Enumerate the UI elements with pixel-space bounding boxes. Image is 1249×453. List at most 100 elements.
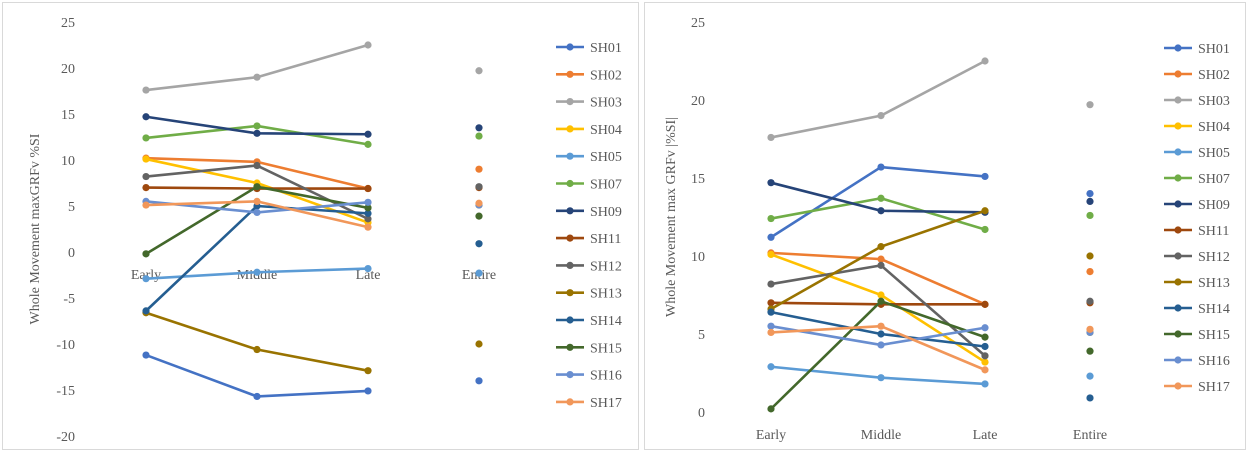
chart1-legend-marker-sh02 (1174, 70, 1182, 78)
chart1-legend-label-sh13: SH13 (1198, 276, 1230, 291)
chart0-point-sh05-middle (253, 268, 261, 276)
chart1-point-sh12-late (981, 352, 989, 360)
chart0-point-sh15-late (364, 204, 372, 212)
chart0-point-sh17-early (142, 201, 150, 209)
chart1-legend-label-sh14: SH14 (1198, 302, 1230, 317)
chart1-legend-marker-sh13 (1174, 278, 1182, 286)
chart0-point-sh07-entire (475, 132, 483, 140)
chart1-point-sh17-middle (877, 322, 885, 330)
chart1-point-sh02-middle (877, 255, 885, 263)
chart1-point-sh13-entire (1086, 252, 1094, 260)
chart1-legend-marker-sh01 (1174, 44, 1182, 52)
right-chart-panel: 25 20 15 10 5 0 Whole Movement max GRFv |%SI| E… (644, 2, 1246, 450)
chart1-legend-label-sh07: SH07 (1198, 172, 1230, 187)
chart0-point-sh14-late (364, 209, 372, 217)
chart1-point-sh07-entire (1086, 211, 1094, 220)
chart0-legend-label-sh17: SH17 (590, 396, 622, 411)
chart0-series-line-sh03 (145, 43, 369, 92)
chart0-legend-label-sh03: SH03 (590, 96, 622, 111)
chart0-point-sh12-middle (253, 161, 261, 170)
left-chart-panel: 25 20 15 10 5 0 -5 -10 -15 -20 Whole Movement maxG… (2, 2, 639, 450)
chart1-y-axis-label: Whole Movement max GRFv |%SI| (664, 117, 679, 317)
chart1-point-sh04-early (767, 250, 775, 259)
chart1-legend-label-sh02: SH02 (1198, 68, 1230, 83)
chart0-y-tick-label: -10 (56, 338, 75, 353)
chart1-legend-marker-sh11 (1174, 226, 1182, 234)
chart0-point-sh05-early (142, 275, 150, 283)
chart1-legend-label-sh17: SH17 (1198, 380, 1230, 395)
chart1-legend-marker-sh09 (1174, 200, 1182, 208)
chart0-point-sh02-entire (475, 165, 483, 173)
chart0-point-sh16-late (364, 198, 372, 206)
chart0-legend-marker-sh11 (566, 234, 574, 242)
chart0-point-sh09-late (364, 130, 372, 138)
right-chart: 25 20 15 10 5 0 Whole Movement max GRFv |%SI| E… (664, 16, 1230, 443)
chart0-x-tick-label-late: Late (356, 268, 381, 283)
chart0-legend-label-sh02: SH02 (590, 68, 622, 83)
chart0-y-tick-label: 15 (61, 108, 75, 123)
chart0-y-tick-label: -20 (56, 430, 75, 445)
chart0-point-sh15-middle (253, 183, 261, 191)
chart0-point-sh09-early (142, 113, 150, 121)
chart1-point-sh05-entire (1086, 372, 1094, 380)
chart1-point-sh04-late (981, 358, 989, 366)
chart1-point-sh07-middle (877, 194, 885, 202)
chart0-point-sh13-entire (475, 340, 483, 348)
chart1-series-line-sh07 (770, 196, 986, 231)
chart0-point-sh09-middle (253, 129, 261, 137)
chart1-legend-label-sh05: SH05 (1198, 146, 1230, 161)
chart1-point-sh16-late (981, 324, 989, 332)
chart0-legend-marker-sh02 (566, 70, 574, 78)
chart0-y-tick-label: 20 (61, 62, 75, 77)
chart1-legend-marker-sh04 (1174, 122, 1182, 130)
chart1-point-sh14-middle (877, 330, 885, 338)
chart0-legend-marker-sh12 (566, 261, 574, 269)
chart0-legend-marker-sh04 (566, 125, 574, 133)
chart1-point-sh09-entire (1086, 197, 1094, 205)
chart0-y-tick-label: 0 (68, 246, 75, 261)
chart0-point-sh17-middle (253, 197, 261, 205)
chart0-series-line-sh14 (145, 204, 369, 312)
chart1-point-sh17-late (981, 366, 989, 374)
chart1-point-sh01-late (981, 172, 989, 181)
chart1-legend-marker-sh16 (1174, 356, 1182, 364)
chart1-point-sh05-early (767, 363, 775, 371)
chart1-point-sh15-middle (877, 297, 885, 305)
chart0-legend-label-sh12: SH12 (590, 259, 622, 274)
chart1-point-sh03-late (981, 57, 989, 65)
chart0-legend-marker-sh05 (566, 152, 574, 160)
chart1-point-sh05-late (981, 380, 989, 388)
chart0-legend-label-sh16: SH16 (590, 369, 622, 384)
chart0-point-sh01-entire (475, 377, 483, 385)
chart1-y-tick-label: 20 (691, 94, 705, 109)
chart0-point-sh13-late (364, 367, 372, 375)
chart0-legend-label-sh15: SH15 (590, 341, 622, 356)
chart1-legend-marker-sh12 (1174, 252, 1182, 260)
chart0-legend-marker-sh17 (566, 398, 574, 406)
chart1-legend-label-sh12: SH12 (1198, 250, 1230, 265)
chart0-point-sh01-early (142, 351, 150, 359)
chart1-series-line-sh05 (770, 365, 986, 386)
chart1-series-line-sh01 (770, 165, 986, 239)
chart1-point-sh17-entire (1086, 325, 1094, 333)
chart1-y-tick-label: 25 (691, 16, 705, 31)
chart0-point-sh16-middle (253, 208, 261, 217)
chart0-y-tick-label: -5 (63, 292, 75, 307)
chart0-legend-label-sh09: SH09 (590, 205, 622, 220)
chart0-legend-marker-sh13 (566, 289, 574, 297)
chart1-legend-marker-sh05 (1174, 148, 1182, 156)
chart1-point-sh14-entire (1086, 394, 1094, 402)
chart0-point-sh07-late (364, 140, 372, 148)
chart0-y-tick-label: 10 (61, 154, 75, 169)
chart1-point-sh01-early (767, 233, 775, 241)
chart0-point-sh07-middle (253, 122, 261, 130)
chart1-legend-label-sh09: SH09 (1198, 198, 1230, 213)
chart0-legend-label-sh11: SH11 (590, 232, 621, 247)
chart0-legend-marker-sh09 (566, 207, 574, 215)
chart0-y-tick-label: -15 (56, 384, 75, 399)
chart0-legend-label-sh04: SH04 (590, 123, 622, 138)
chart1-legend-marker-sh15 (1174, 330, 1182, 338)
chart0-point-sh07-early (142, 134, 150, 142)
chart1-legend-label-sh16: SH16 (1198, 354, 1230, 369)
chart0-point-sh12-entire (475, 183, 483, 191)
